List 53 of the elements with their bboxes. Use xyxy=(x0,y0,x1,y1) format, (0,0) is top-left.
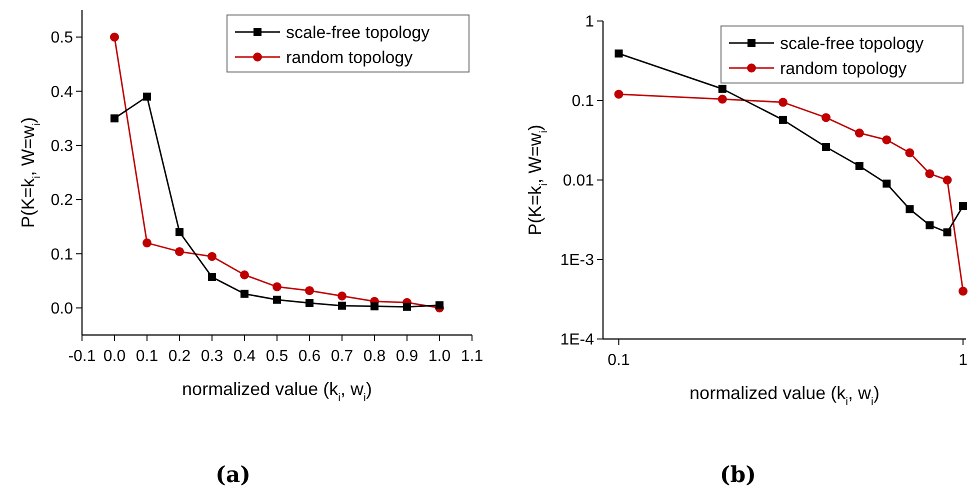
point xyxy=(306,299,314,308)
x-tick-label: 0.9 xyxy=(396,348,418,365)
legend-label: random topology xyxy=(286,48,414,67)
x-tick-label: 0.1 xyxy=(136,348,158,365)
x-tick-label: 0.8 xyxy=(363,348,386,365)
point xyxy=(175,247,184,256)
x-tick-label: 0.7 xyxy=(330,348,354,365)
x-tick-label: 0.3 xyxy=(200,348,224,365)
point xyxy=(110,32,119,42)
text: (a) xyxy=(215,462,251,488)
x-tick-label: 0.1 xyxy=(608,352,630,369)
legend-label: random topology xyxy=(780,58,908,78)
point xyxy=(208,273,216,282)
point xyxy=(142,238,152,248)
point xyxy=(208,252,216,261)
x-tick-label: 0.0 xyxy=(103,348,126,365)
point xyxy=(403,302,411,311)
x-axis-title: normalized value (k$_{i}$, w$_{i}$) xyxy=(182,379,372,404)
point xyxy=(338,292,346,300)
y-tick-label: 0.5 xyxy=(50,30,74,47)
x-tick-label: 1 xyxy=(958,352,968,369)
point xyxy=(176,228,184,236)
y-tick-label: 0.0 xyxy=(50,300,74,318)
legend-label: scale-free topology xyxy=(286,22,430,42)
y-tick-label: 0.1 xyxy=(572,93,594,110)
point xyxy=(272,282,282,292)
x-tick-label: 0.5 xyxy=(266,348,288,365)
x-axis-title: normalized value (k$_{i}$, w$_{i}$) xyxy=(690,383,880,408)
y-tick-label: 0.01 xyxy=(562,172,594,190)
y-tick-label: 0.4 xyxy=(50,84,74,101)
point xyxy=(240,270,249,280)
x-tick-label: 1.1 xyxy=(460,348,484,365)
point xyxy=(273,296,281,304)
x-tick-label: 0.2 xyxy=(168,348,191,365)
y-tick-label: 1E-4 xyxy=(560,332,594,349)
y-tick-label: 0.3 xyxy=(50,138,74,156)
y-tick-label: 1 xyxy=(585,14,594,31)
x-tick-label: 1.0 xyxy=(428,348,451,365)
y-tick-label: 0.1 xyxy=(50,246,74,264)
text: (b) xyxy=(720,462,756,488)
x-tick-label: 0.4 xyxy=(233,348,256,365)
x-tick-label: 0.6 xyxy=(298,348,321,365)
point xyxy=(240,290,248,298)
point xyxy=(370,302,378,310)
point xyxy=(305,286,314,296)
y-tick-label: 0.2 xyxy=(50,192,74,210)
x-tick-label: -0.1 xyxy=(68,348,96,365)
legend-label: scale-free topology xyxy=(780,34,924,53)
point xyxy=(110,114,118,122)
y-tick-label: 1E-3 xyxy=(560,252,594,270)
point xyxy=(143,92,151,101)
point xyxy=(436,301,444,310)
point xyxy=(338,302,346,310)
